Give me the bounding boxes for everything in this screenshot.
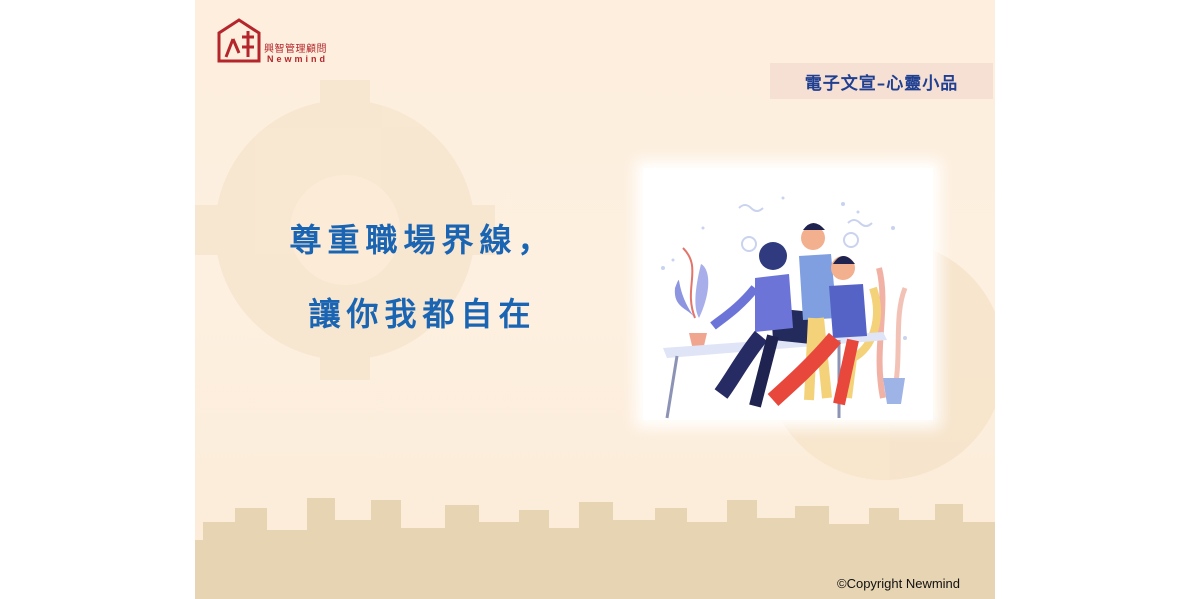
copyright-notice: ©Copyright Newmind (837, 576, 961, 591)
team-illustration (643, 168, 933, 420)
category-tag: 電子文宣–心靈小品 (770, 63, 993, 99)
headline-line-2: 讓你我都自在 (308, 295, 537, 333)
team-illustration-graphic (661, 196, 908, 419)
logo-english-name: Newmind (267, 54, 329, 64)
skyline (195, 498, 995, 599)
slide: 興智管理顧問 Newmind 電子文宣–心靈小品 尊重職場界線， 讓你我都自在 (195, 0, 995, 599)
logo-house-icon (217, 18, 261, 63)
company-logo: 興智管理顧問 Newmind (215, 17, 345, 65)
headline-line-1: 尊重職場界線， (289, 221, 556, 259)
logo-chinese-name: 興智管理顧問 (264, 44, 327, 55)
headline: 尊重職場界線， 讓你我都自在 (195, 203, 650, 351)
